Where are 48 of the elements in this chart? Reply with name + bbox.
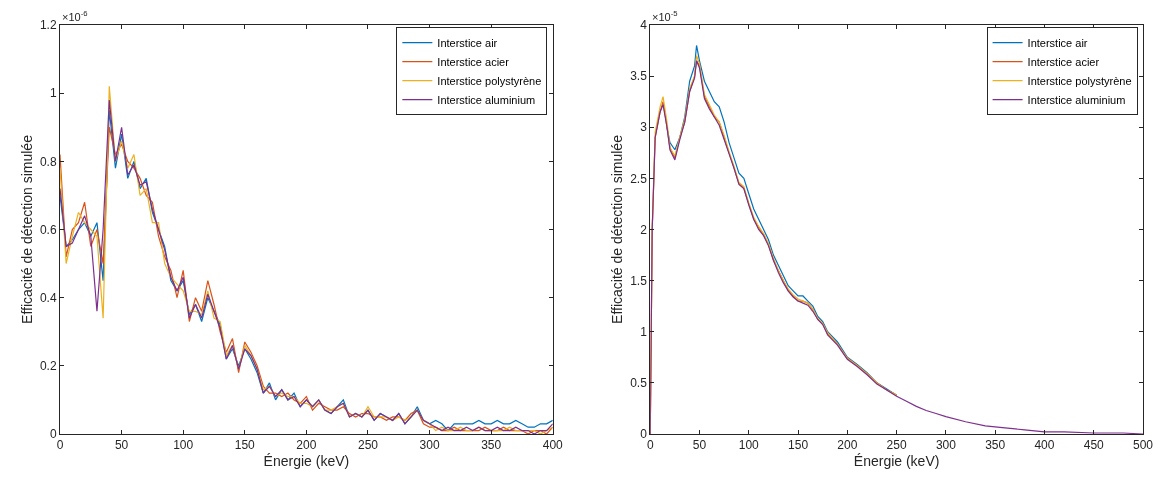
x-tick-label: 50: [692, 438, 707, 453]
x-tick-label: 500: [1132, 438, 1154, 453]
y-tick-label: 0.6: [39, 222, 57, 237]
x-tick-label: 100: [738, 438, 760, 453]
text: ×10$^{-6}$: [62, 9, 88, 23]
x-tick-label: 50: [114, 438, 129, 453]
legend-label: Interstice acier: [437, 55, 510, 68]
x-tick-label: 200: [837, 438, 858, 453]
y-tick-label: 0.2: [39, 359, 57, 374]
y-tick-label: 1: [640, 324, 648, 339]
x-tick-label: 350: [985, 438, 1006, 453]
x-tick-label: 300: [935, 438, 957, 453]
y-tick-label: 0.8: [39, 154, 57, 169]
y-tick-label: 2: [640, 222, 648, 237]
x-tick-label: 150: [234, 438, 256, 453]
y-axis-title: Efficacité de détection simulée: [608, 134, 625, 324]
x-tick-label: 350: [481, 438, 502, 453]
x-tick-label: 250: [886, 438, 907, 453]
x-tick-label: 100: [173, 438, 194, 453]
y-tick-label: 1.5: [630, 273, 648, 288]
y-tick-label: 4: [640, 18, 648, 33]
y-tick-label: 2.5: [630, 171, 648, 186]
text: ×10$^{-5}$: [652, 9, 678, 23]
y-tick-label: 1: [49, 86, 57, 101]
y-tick-label: 0.5: [630, 376, 648, 391]
legend-label: Interstice acier: [1027, 55, 1100, 68]
legend-label: Interstice air: [437, 36, 498, 49]
x-tick-label: 400: [1034, 438, 1055, 453]
legend-label: Interstice aluminium: [437, 93, 536, 106]
y-tick-label: 3: [640, 120, 648, 135]
legend-label: Interstice polystyrène: [437, 74, 542, 87]
x-tick-label: 450: [1083, 438, 1105, 453]
y-axis-title: Efficacité de détection simulée: [18, 134, 35, 324]
x-tick-label: 200: [296, 438, 317, 453]
x-axis-title: Énergie (keV): [263, 452, 350, 469]
legend-label: Interstice aluminium: [1027, 93, 1126, 106]
y-tick-label: 1.2: [39, 18, 57, 33]
x-tick-label: 400: [542, 438, 564, 453]
x-tick-label: 250: [357, 438, 379, 453]
y-tick-label: 0.4: [39, 290, 57, 305]
legend-label: Interstice air: [1027, 36, 1088, 49]
x-tick-label: 150: [788, 438, 809, 453]
legend-label: Interstice polystyrène: [1027, 74, 1132, 87]
x-axis-title: Énergie (keV): [853, 452, 940, 469]
y-tick-label: 3.5: [630, 69, 648, 84]
x-tick-label: 300: [419, 438, 440, 453]
y-tick-label: 0: [640, 427, 648, 442]
y-tick-label: 0: [49, 427, 57, 442]
